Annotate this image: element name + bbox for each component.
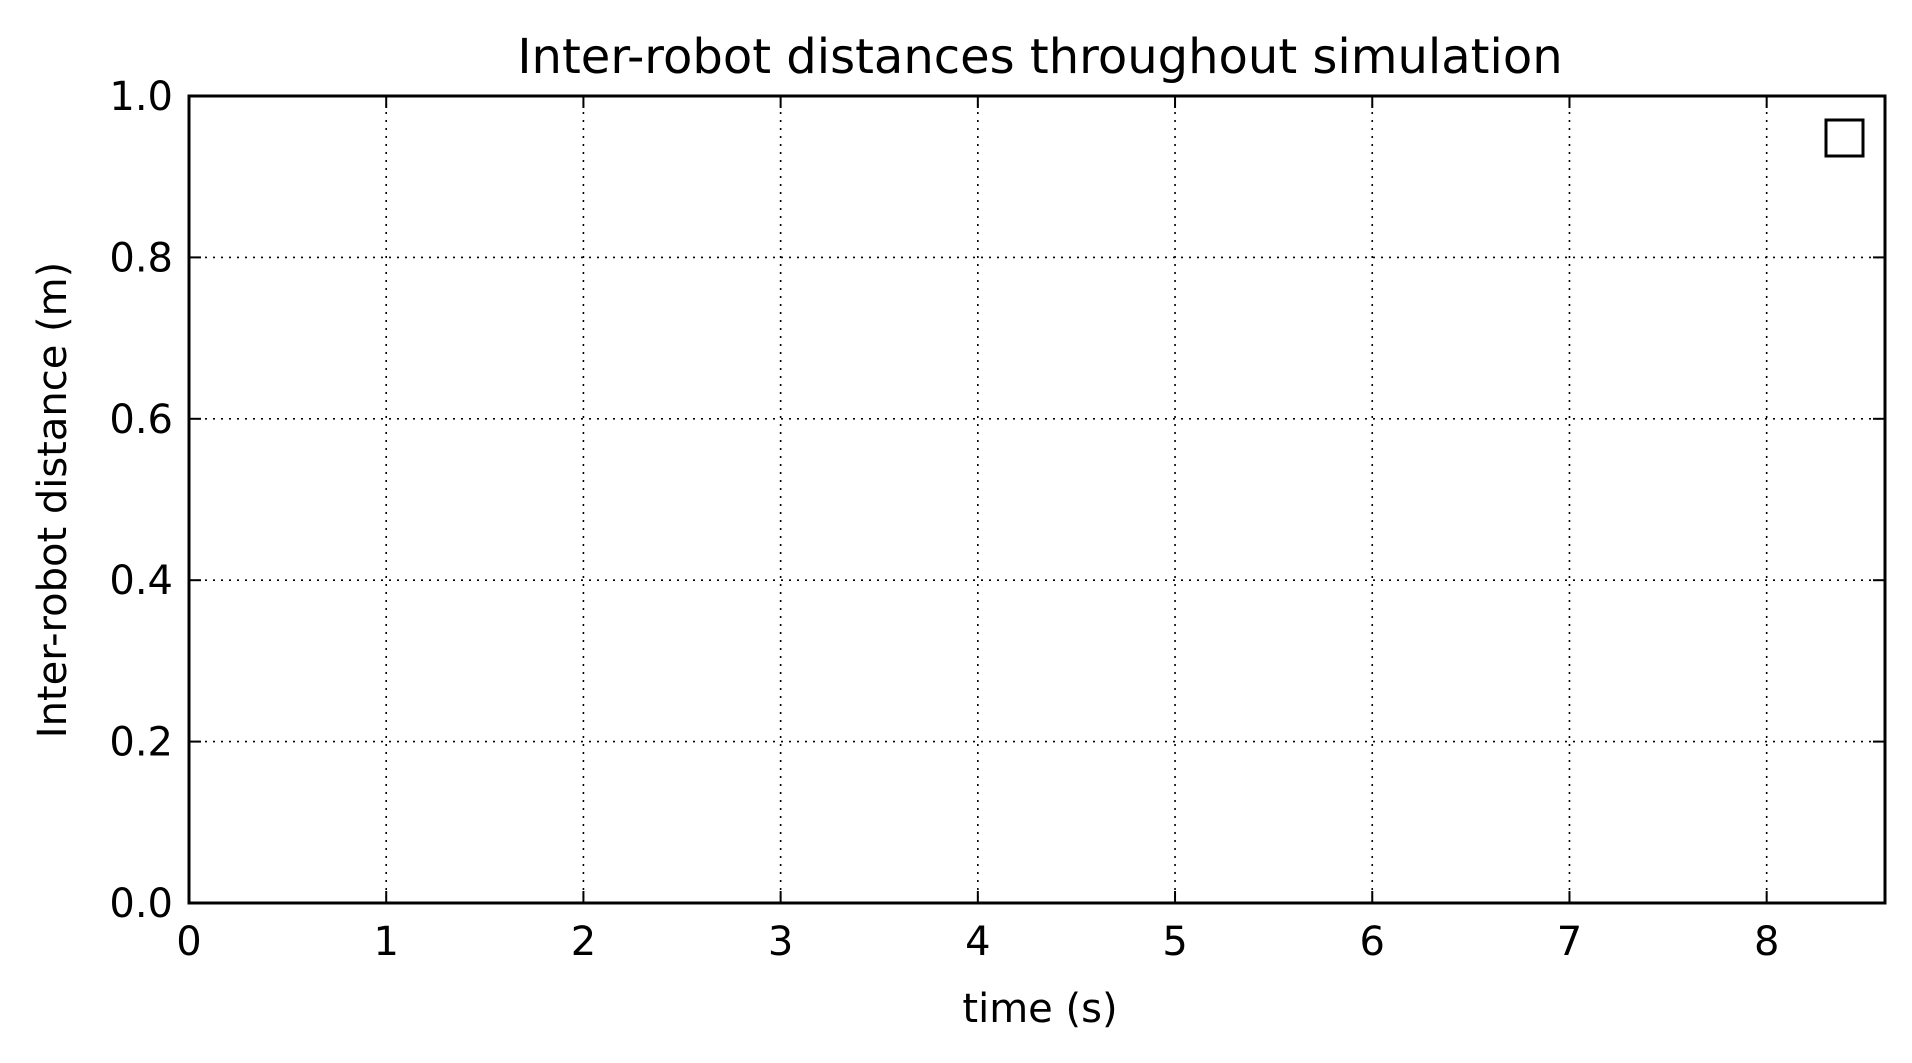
ticks-layer: 0 1 2 3 4 5 6 7 8 0.0 0.2 0.4 0.6 0.8 1.0 <box>109 74 1885 965</box>
y-tick-label: 0.6 <box>109 397 173 443</box>
x-tick-label: 3 <box>768 919 793 965</box>
y-tick-label: 1.0 <box>109 74 173 120</box>
x-tick-label: 7 <box>1557 919 1582 965</box>
chart-title: Inter-robot distances throughout simulat… <box>517 29 1562 85</box>
x-tick-label: 2 <box>571 919 596 965</box>
legend <box>1824 118 1865 158</box>
x-tick-label: 8 <box>1754 919 1779 965</box>
x-tick-label: 0 <box>176 919 201 965</box>
y-tick-label: 0.4 <box>109 558 173 604</box>
y-axis-label: Inter-robot distance (m) <box>30 262 76 738</box>
x-tick-label: 5 <box>1162 919 1187 965</box>
y-tick-label: 0.0 <box>109 881 173 927</box>
y-tick-label: 0.2 <box>109 720 173 766</box>
legend-box <box>1824 118 1865 158</box>
x-tick-label: 4 <box>965 919 990 965</box>
x-tick-label: 1 <box>373 919 398 965</box>
x-tick-label: 6 <box>1360 919 1385 965</box>
x-axis-label: time (s) <box>962 986 1117 1032</box>
y-tick-label: 0.8 <box>109 235 173 281</box>
plot-frame <box>187 94 1887 905</box>
grid-layer <box>189 96 1885 903</box>
